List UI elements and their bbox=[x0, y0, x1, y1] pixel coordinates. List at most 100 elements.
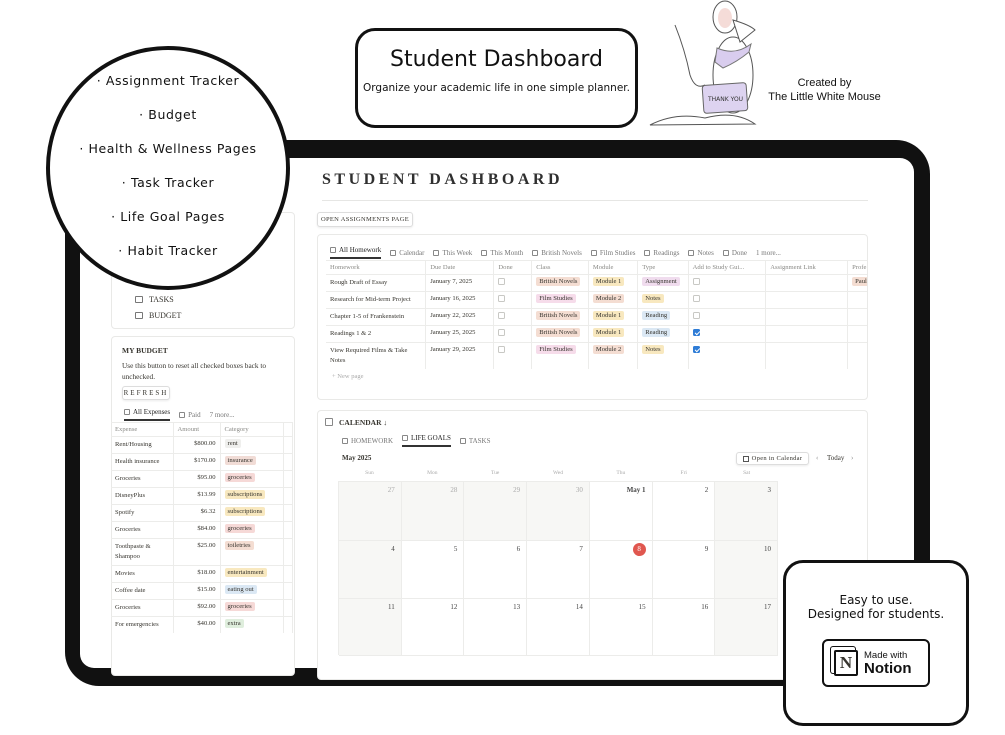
new-page-button[interactable]: + New page bbox=[332, 373, 364, 380]
calendar-day[interactable]: 17 bbox=[715, 599, 778, 656]
homework-row[interactable]: View Required Films & Take Notes January … bbox=[326, 342, 867, 369]
calendar-day[interactable]: 9 bbox=[652, 541, 716, 599]
tab-tasks[interactable]: TASKS bbox=[459, 437, 491, 445]
column-header[interactable]: Class bbox=[531, 260, 589, 275]
homework-row[interactable]: Research for Mid-term Project January 16,… bbox=[326, 291, 867, 309]
column-category[interactable]: Category bbox=[220, 422, 284, 437]
tab-homework-view[interactable]: British Novels bbox=[532, 249, 582, 257]
today-button[interactable]: Today bbox=[827, 454, 845, 462]
budget-row[interactable]: Rent/Housing $800.00 rent bbox=[111, 436, 293, 454]
done-checkbox[interactable] bbox=[498, 329, 506, 336]
homework-row[interactable]: Readings 1 & 2 January 25, 2025 British No… bbox=[326, 325, 867, 343]
calendar-day[interactable]: 12 bbox=[401, 599, 465, 656]
column-header[interactable]: Module bbox=[588, 260, 639, 275]
calendar-day[interactable]: 10 bbox=[715, 541, 778, 599]
open-in-calendar-button[interactable]: Open in Calendar bbox=[736, 452, 809, 465]
calendar-day[interactable]: 6 bbox=[464, 541, 528, 599]
column-amount[interactable]: Amount bbox=[173, 422, 221, 437]
done-checkbox[interactable] bbox=[498, 346, 506, 353]
column-expense[interactable]: Expense bbox=[111, 422, 174, 437]
study-guide-cell bbox=[688, 308, 767, 326]
tab-homework-view[interactable]: Film Studies bbox=[590, 249, 635, 257]
calendar-day[interactable]: 5 bbox=[401, 541, 465, 599]
weekday-header: Sun Mon Tue Wed Thu Fri Sat bbox=[338, 470, 778, 476]
professor-cell bbox=[847, 308, 867, 326]
category-cell: extra bbox=[220, 616, 284, 633]
type-cell: Notes bbox=[637, 291, 689, 309]
refresh-button[interactable]: REFRESH bbox=[122, 386, 170, 400]
column-header[interactable]: Type bbox=[637, 260, 689, 275]
expense-cell: DisneyPlus bbox=[111, 487, 174, 505]
module-cell: Module 1 bbox=[588, 308, 639, 326]
view-icon bbox=[481, 249, 488, 256]
calendar-day[interactable]: 16 bbox=[652, 599, 716, 656]
calendar-day[interactable]: 30 bbox=[527, 482, 590, 541]
next-month-button[interactable]: › bbox=[851, 454, 854, 462]
calendar-day[interactable]: May 1 bbox=[589, 482, 653, 541]
budget-row[interactable]: Health insurance $170.00 insurance bbox=[111, 453, 293, 471]
tab-homework-view[interactable]: 1 more... bbox=[756, 248, 781, 257]
calendar-day[interactable]: 2 bbox=[652, 482, 716, 541]
calendar-day[interactable]: 11 bbox=[339, 599, 402, 656]
tab-homework-view[interactable]: Done bbox=[722, 249, 747, 257]
done-checkbox[interactable] bbox=[498, 278, 506, 285]
tab-homework-view[interactable]: Calendar bbox=[390, 249, 424, 257]
column-header[interactable]: Homework bbox=[326, 260, 427, 275]
study-guide-checkbox[interactable] bbox=[692, 312, 700, 319]
made-with-notion-badge: N Made with Notion bbox=[822, 639, 930, 687]
tab-paid[interactable]: Paid bbox=[179, 411, 201, 419]
done-checkbox[interactable] bbox=[498, 312, 506, 319]
budget-row[interactable]: Groceries $84.00 groceries bbox=[111, 521, 293, 539]
calendar-day[interactable]: 28 bbox=[401, 482, 465, 541]
calendar-day[interactable]: 14 bbox=[527, 599, 590, 656]
calendar-title: CALENDAR ↓ bbox=[339, 418, 388, 427]
tab-homework-view[interactable]: This Month bbox=[481, 249, 523, 257]
tab-homework-view[interactable]: Readings bbox=[644, 249, 679, 257]
study-guide-checkbox[interactable] bbox=[692, 295, 700, 302]
open-assignments-button[interactable]: OPEN ASSIGNMENTS PAGE bbox=[317, 212, 413, 227]
column-header[interactable]: Profe bbox=[847, 260, 867, 275]
budget-row[interactable]: Groceries $92.00 groceries bbox=[111, 599, 293, 617]
amount-cell: $95.00 bbox=[173, 470, 221, 488]
tab-all-expenses[interactable]: All Expenses bbox=[124, 408, 171, 421]
budget-row[interactable]: Toothpaste & Shampoo $25.00 toiletries bbox=[111, 538, 293, 566]
study-guide-checkbox[interactable] bbox=[692, 278, 700, 285]
budget-row[interactable]: Groceries $95.00 groceries bbox=[111, 470, 293, 488]
prev-month-button[interactable]: ‹ bbox=[816, 454, 819, 462]
tab-more[interactable]: 7 more... bbox=[209, 410, 235, 419]
column-header[interactable]: Add to Study Gui... bbox=[688, 260, 767, 275]
column-header[interactable]: Due Date bbox=[425, 260, 495, 275]
calendar-day[interactable]: 27 bbox=[339, 482, 402, 541]
calendar-day[interactable]: 3 bbox=[715, 482, 778, 541]
budget-row[interactable]: DisneyPlus $13.99 subscriptions bbox=[111, 487, 293, 505]
column-header[interactable]: Assignment Link bbox=[765, 260, 849, 275]
calendar-day[interactable]: 7 bbox=[527, 541, 590, 599]
calendar-day[interactable]: 8 bbox=[589, 541, 653, 599]
tab-homework[interactable]: HOMEWORK bbox=[342, 437, 393, 445]
nav-item-budget[interactable]: BUDGET bbox=[135, 311, 181, 320]
budget-row[interactable]: For emergencies $40.00 extra bbox=[111, 616, 293, 633]
study-guide-checkbox[interactable] bbox=[692, 329, 700, 336]
homework-row[interactable]: Chapter 1-5 of Frankenstein January 22, 2… bbox=[326, 308, 867, 326]
study-guide-checkbox[interactable] bbox=[692, 346, 700, 353]
budget-row[interactable]: Movies $18.00 entertainment bbox=[111, 565, 293, 583]
tab-homework-view[interactable]: Notes bbox=[688, 249, 714, 257]
calendar-day[interactable]: 29 bbox=[464, 482, 528, 541]
budget-row[interactable]: Coffee date $15.00 eating out bbox=[111, 582, 293, 600]
budget-row[interactable]: Spotify $6.32 subscriptions bbox=[111, 504, 293, 522]
day-number: 17 bbox=[764, 603, 771, 611]
tab-homework-view[interactable]: All Homework bbox=[330, 246, 382, 259]
column-header[interactable]: Done bbox=[493, 260, 533, 275]
tab-homework-view[interactable]: This Week bbox=[433, 249, 472, 257]
done-checkbox[interactable] bbox=[498, 295, 506, 302]
nav-item-tasks[interactable]: TASKS bbox=[135, 295, 174, 304]
calendar-day[interactable]: 4 bbox=[339, 541, 402, 599]
homework-row[interactable]: Rough Draft of Essay January 7, 2025 Briti… bbox=[326, 274, 867, 292]
calendar-day[interactable]: 15 bbox=[589, 599, 653, 656]
feature-item: · Assignment Tracker bbox=[96, 73, 240, 88]
tab-life-goals[interactable]: LIFE GOALS bbox=[402, 434, 451, 447]
type-tag: Reading bbox=[642, 311, 671, 320]
calendar-day[interactable]: 13 bbox=[464, 599, 528, 656]
calendar-icon bbox=[459, 437, 466, 444]
more-cell bbox=[283, 538, 293, 566]
